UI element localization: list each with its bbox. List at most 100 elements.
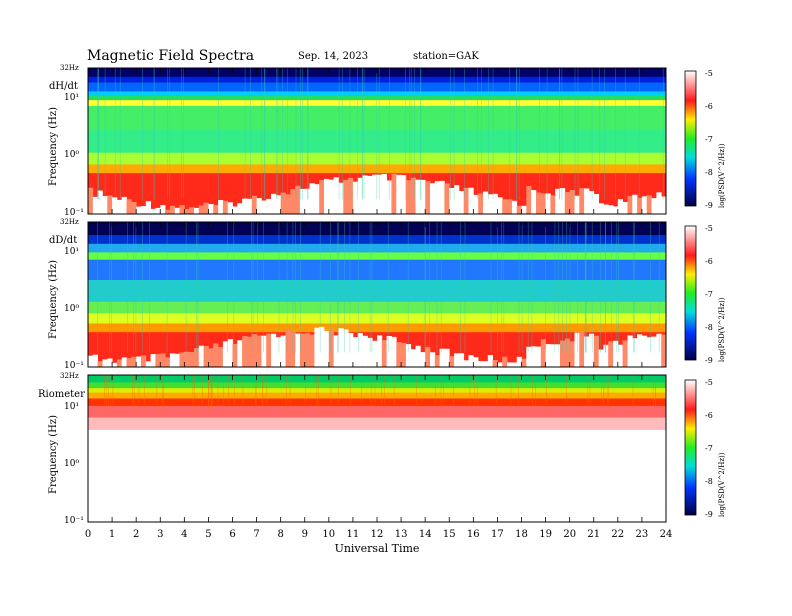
- low-frequency-gap: [179, 352, 185, 367]
- x-tick-label: 21: [587, 529, 600, 540]
- spectral-band: [88, 280, 666, 303]
- low-frequency-gap: [338, 328, 344, 367]
- low-frequency-gap: [198, 205, 204, 214]
- low-frequency-gap: [641, 196, 648, 214]
- low-frequency-gap: [478, 193, 484, 214]
- low-frequency-gap: [102, 196, 108, 214]
- low-frequency-gap: [299, 333, 306, 367]
- low-frequency-gap: [651, 198, 657, 214]
- low-frequency-gap: [526, 346, 532, 367]
- low-frequency-gap: [405, 344, 412, 367]
- low-frequency-gap: [280, 335, 286, 367]
- low-frequency-gap: [198, 345, 204, 367]
- low-frequency-gap: [593, 335, 599, 367]
- low-frequency-gap: [261, 200, 267, 214]
- low-frequency-gap: [169, 353, 176, 367]
- x-tick-label: 19: [539, 529, 552, 540]
- low-frequency-gap: [646, 195, 652, 214]
- low-frequency-gap: [251, 334, 257, 367]
- x-tick-label: 2: [133, 529, 139, 540]
- low-frequency-gap: [266, 198, 272, 214]
- colorbar: -5 -6 -7 -8 -9 log(PSD(V^2/Hz)): [684, 378, 726, 519]
- low-frequency-gap: [439, 348, 445, 367]
- low-frequency-gap: [256, 335, 262, 367]
- low-frequency-gap: [492, 193, 498, 214]
- low-frequency-gap: [444, 183, 450, 214]
- low-frequency-gap: [497, 362, 503, 367]
- low-frequency-gap: [352, 337, 359, 367]
- low-frequency-gap: [261, 335, 267, 367]
- low-frequency-gap: [396, 174, 402, 214]
- low-frequency-gap: [194, 207, 200, 214]
- low-frequency-gap: [319, 180, 325, 214]
- y-axis-label: Frequency (Hz): [48, 107, 59, 186]
- low-frequency-gap: [141, 355, 147, 367]
- colorbar-tick: -7: [705, 135, 713, 144]
- low-frequency-gap: [632, 194, 638, 214]
- low-frequency-gap: [126, 199, 132, 214]
- low-frequency-gap: [569, 341, 575, 367]
- low-frequency-gap: [536, 192, 542, 214]
- spectral-band: [88, 301, 666, 314]
- low-frequency-gap: [194, 348, 200, 367]
- low-frequency-gap: [598, 203, 604, 214]
- low-frequency-gap: [617, 344, 623, 367]
- low-frequency-gap: [564, 338, 570, 367]
- low-frequency-gap: [247, 198, 253, 214]
- low-frequency-gap: [88, 187, 94, 214]
- low-frequency-gap: [516, 205, 522, 214]
- low-frequency-gap: [160, 353, 166, 367]
- low-frequency-gap: [232, 206, 238, 214]
- low-frequency-gap: [242, 198, 248, 214]
- low-frequency-gap: [348, 178, 354, 214]
- low-frequency-gap: [458, 191, 465, 214]
- low-frequency-gap: [545, 344, 551, 367]
- low-frequency-gap: [521, 358, 527, 367]
- low-frequency-gap: [540, 193, 546, 214]
- low-frequency-gap: [425, 346, 431, 367]
- colorbar-tick: -9: [705, 356, 713, 365]
- low-frequency-gap: [579, 332, 585, 367]
- low-frequency-gap: [507, 362, 513, 367]
- low-frequency-gap: [516, 356, 522, 367]
- low-frequency-gap: [415, 179, 421, 214]
- panel-label: dD/dt: [49, 235, 77, 246]
- colorbar-tick: -8: [705, 477, 713, 486]
- low-frequency-gap: [362, 335, 368, 367]
- colorbar-scale: [684, 379, 697, 516]
- y-axis-label: Frequency (Hz): [48, 415, 59, 494]
- low-frequency-gap: [145, 361, 151, 367]
- ytick-label: 10¹: [64, 402, 79, 412]
- low-frequency-gap: [531, 190, 537, 214]
- x-tick-label: 5: [205, 529, 211, 540]
- low-frequency-gap: [463, 187, 469, 214]
- low-frequency-gap: [396, 342, 402, 367]
- low-frequency-gap: [473, 194, 479, 214]
- colorbar-scale: [684, 70, 697, 207]
- low-frequency-gap: [372, 174, 378, 214]
- low-frequency-gap: [218, 347, 224, 367]
- low-frequency-gap: [410, 177, 416, 214]
- colorbar-tick: -8: [705, 323, 713, 332]
- low-frequency-gap: [266, 333, 272, 367]
- low-frequency-gap: [588, 333, 595, 367]
- low-frequency-gap: [550, 195, 556, 214]
- low-frequency-gap: [473, 357, 479, 367]
- colorbar-tick: -7: [705, 290, 713, 299]
- low-frequency-gap: [560, 188, 566, 214]
- low-frequency-gap: [574, 195, 580, 214]
- low-frequency-gap: [603, 204, 609, 214]
- low-frequency-gap: [213, 205, 219, 214]
- low-frequency-gap: [179, 205, 185, 214]
- low-frequency-gap: [637, 197, 643, 214]
- low-frequency-gap: [564, 192, 570, 214]
- low-frequency-gap: [613, 340, 619, 367]
- low-frequency-gap: [189, 207, 195, 214]
- low-frequency-gap: [338, 182, 344, 214]
- low-frequency-gap: [121, 196, 127, 214]
- low-frequency-gap: [112, 362, 118, 367]
- low-frequency-gap: [511, 362, 518, 367]
- low-frequency-gap: [420, 352, 426, 367]
- low-frequency-gap: [401, 342, 407, 367]
- low-frequency-gap: [107, 358, 113, 367]
